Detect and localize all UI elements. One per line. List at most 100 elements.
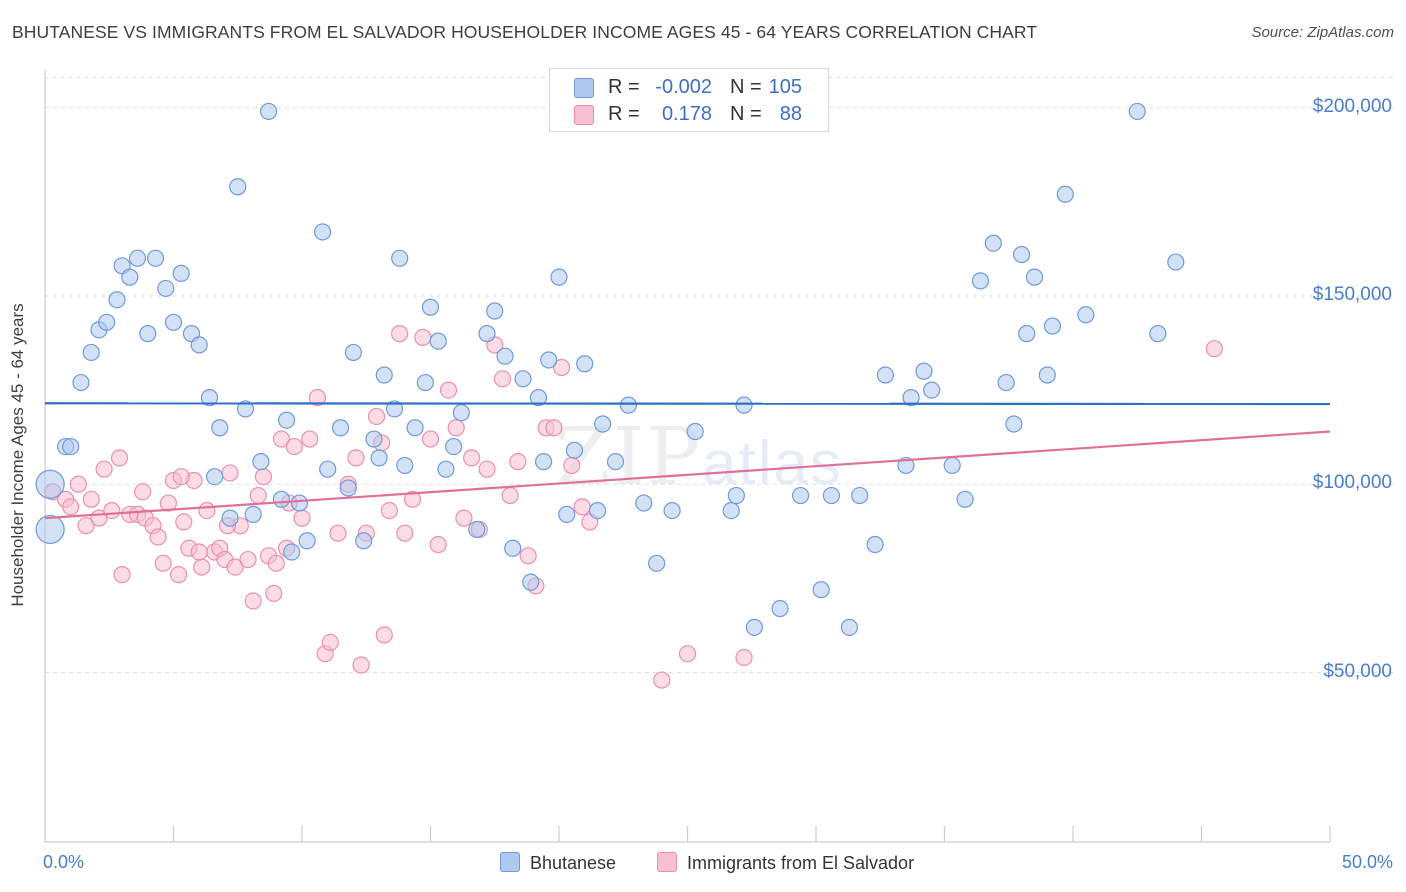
data-point-bhutanese	[812, 581, 830, 599]
data-point-el-salvador	[447, 419, 465, 437]
y-tick-label: $100,000	[1312, 472, 1392, 494]
data-point-el-salvador	[254, 468, 273, 486]
stats-legend: R = -0.002 N = 105 R = 0.178 N = 88	[549, 68, 829, 132]
data-point-bhutanese	[1012, 245, 1031, 264]
data-point-bhutanese	[971, 272, 990, 290]
data-point-bhutanese	[686, 422, 704, 441]
trend-lines	[44, 402, 1331, 520]
data-point-el-salvador	[95, 460, 113, 478]
data-point-bhutanese	[1018, 325, 1036, 343]
data-point-bhutanese	[619, 396, 637, 414]
data-point-bhutanese	[221, 509, 239, 527]
data-point-bhutanese	[370, 449, 388, 467]
data-point-el-salvador	[113, 566, 131, 584]
data-point-el-salvador	[375, 626, 393, 644]
data-point-bhutanese	[565, 441, 584, 459]
data-point-bhutanese	[1128, 102, 1146, 121]
data-point-bhutanese	[82, 343, 100, 362]
legend-n-label: N =	[730, 103, 762, 125]
data-point-bhutanese	[635, 494, 653, 512]
data-point-bhutanese	[344, 343, 362, 362]
axes	[44, 70, 1331, 843]
data-point-bhutanese	[840, 618, 859, 636]
data-point-el-salvador	[478, 460, 496, 478]
data-point-el-salvador	[329, 524, 347, 542]
data-point-bhutanese	[172, 264, 190, 282]
data-point-el-salvador	[403, 490, 422, 508]
data-point-bhutanese	[468, 520, 486, 539]
data-point-el-salvador	[429, 535, 447, 554]
data-point-bhutanese	[437, 460, 455, 478]
data-point-bhutanese	[791, 486, 810, 505]
data-point-bhutanese	[550, 268, 568, 286]
x-tick-label-min: 0.0%	[43, 852, 85, 872]
data-point-el-salvador	[347, 449, 365, 467]
data-point-bhutanese	[319, 460, 337, 478]
data-point-bhutanese	[385, 400, 404, 418]
data-point-bhutanese	[211, 419, 229, 437]
data-point-bhutanese	[298, 532, 316, 550]
data-point-bhutanese	[478, 325, 496, 343]
data-point-el-salvador	[421, 430, 440, 448]
data-point-bhutanese	[406, 419, 424, 437]
data-point-bhutanese	[771, 599, 789, 618]
data-point-bhutanese	[1043, 317, 1062, 335]
data-point-el-salvador	[193, 558, 211, 576]
data-point-el-salvador	[249, 486, 267, 505]
y-axis-label: Householder Income Ages 45 - 64 years	[8, 303, 27, 607]
data-point-bhutanese	[121, 268, 139, 286]
data-point-bhutanese	[416, 373, 434, 392]
data-point-el-salvador	[285, 437, 303, 456]
legend-label-bhutanese: Bhutanese	[530, 853, 617, 873]
data-point-el-salvador	[267, 554, 285, 572]
trend-line-el-salvador	[44, 430, 1331, 520]
data-point-bhutanese	[283, 543, 301, 561]
data-point-bhutanese	[1167, 253, 1185, 271]
data-point-el-salvador	[190, 543, 208, 561]
data-point-bhutanese	[923, 381, 941, 399]
data-point-el-salvador	[293, 509, 311, 527]
data-point-el-salvador	[653, 671, 671, 689]
data-point-bhutanese	[496, 347, 514, 365]
data-point-bhutanese	[252, 453, 270, 471]
data-point-bhutanese	[851, 486, 869, 505]
data-point-bhutanese	[259, 102, 278, 121]
data-point-bhutanese	[594, 415, 612, 433]
legend-n-label: N =	[730, 76, 762, 98]
data-point-el-salvador	[159, 494, 177, 512]
data-point-bhutanese	[1149, 325, 1167, 343]
y-tick-label: $200,000	[1312, 95, 1392, 117]
data-point-el-salvador	[308, 389, 327, 407]
data-point-el-salvador	[239, 550, 257, 569]
data-point-bhutanese	[1038, 366, 1056, 384]
data-point-bhutanese	[206, 468, 224, 486]
data-point-bhutanese	[486, 302, 504, 320]
legend-swatch-pink	[574, 105, 594, 125]
y-tick-label: $50,000	[1323, 660, 1392, 682]
data-point-el-salvador	[463, 449, 481, 467]
data-point-bhutanese	[558, 505, 576, 523]
data-point-el-salvador	[301, 430, 319, 448]
data-point-el-salvador	[493, 370, 512, 388]
data-point-bhutanese	[365, 430, 383, 448]
data-point-bhutanese	[72, 373, 90, 392]
data-point-bhutanese	[355, 532, 373, 550]
data-point-bhutanese	[429, 332, 447, 350]
data-point-el-salvador	[1205, 340, 1223, 358]
data-point-el-salvador	[149, 528, 167, 546]
data-point-bhutanese	[522, 573, 540, 591]
data-point-bhutanese	[534, 453, 553, 471]
data-point-bhutanese	[576, 355, 594, 373]
legend-item-bhutanese: Bhutanese	[500, 852, 616, 874]
legend-r-value: 0.178	[661, 103, 712, 125]
data-point-bhutanese	[1056, 185, 1074, 203]
data-point-el-salvador	[563, 456, 581, 475]
data-point-el-salvador	[265, 584, 283, 603]
data-point-bhutanese	[272, 490, 291, 508]
data-point-el-salvador	[154, 554, 172, 572]
data-point-bhutanese	[190, 336, 208, 354]
data-point-bhutanese	[236, 400, 255, 418]
data-point-bhutanese	[62, 437, 80, 456]
data-point-bhutanese	[943, 456, 961, 475]
